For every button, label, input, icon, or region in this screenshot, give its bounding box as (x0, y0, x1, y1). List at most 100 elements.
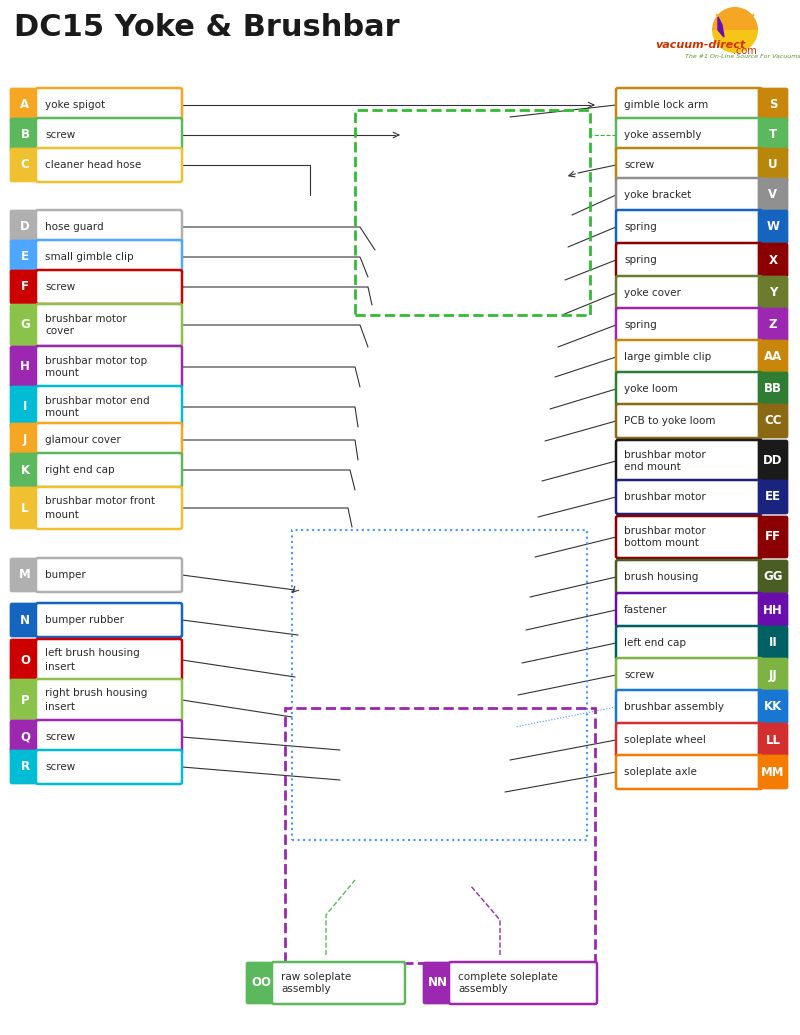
Text: H: H (20, 360, 30, 374)
Text: brushbar motor end: brushbar motor end (45, 395, 150, 406)
Bar (292, 530, 587, 840)
FancyBboxPatch shape (36, 148, 182, 182)
FancyBboxPatch shape (36, 270, 182, 304)
Text: N: N (20, 614, 30, 626)
Text: small gimble clip: small gimble clip (45, 252, 134, 262)
Text: right brush housing: right brush housing (45, 688, 147, 699)
Text: HH: HH (763, 603, 783, 617)
Text: JJ: JJ (769, 669, 778, 681)
Text: brushbar motor front: brushbar motor front (45, 497, 155, 506)
FancyBboxPatch shape (10, 487, 40, 529)
Text: I: I (23, 401, 27, 414)
Text: spring: spring (624, 320, 657, 330)
Text: brushbar motor: brushbar motor (624, 449, 706, 460)
Text: soleplate wheel: soleplate wheel (624, 735, 706, 745)
FancyBboxPatch shape (10, 558, 40, 592)
Text: DD: DD (763, 454, 782, 468)
Text: DC15 Yoke & Brushbar: DC15 Yoke & Brushbar (14, 13, 400, 42)
FancyBboxPatch shape (616, 755, 762, 789)
FancyBboxPatch shape (616, 210, 762, 244)
Text: F: F (21, 280, 29, 294)
FancyBboxPatch shape (616, 243, 762, 277)
FancyBboxPatch shape (10, 720, 40, 755)
Text: yoke bracket: yoke bracket (624, 190, 691, 200)
Text: M: M (19, 568, 31, 582)
FancyBboxPatch shape (758, 516, 788, 558)
Text: left end cap: left end cap (624, 638, 686, 648)
FancyBboxPatch shape (616, 560, 762, 594)
FancyBboxPatch shape (758, 148, 788, 182)
Text: screw: screw (624, 160, 654, 170)
Text: FF: FF (765, 531, 781, 543)
Text: insert: insert (45, 702, 75, 711)
FancyBboxPatch shape (272, 962, 405, 1004)
Text: The #1 On-Line Source For Vacuums: The #1 On-Line Source For Vacuums (685, 55, 800, 59)
FancyBboxPatch shape (616, 593, 762, 627)
Wedge shape (712, 7, 758, 30)
FancyBboxPatch shape (758, 308, 788, 342)
Text: mount: mount (45, 509, 79, 520)
FancyBboxPatch shape (758, 178, 788, 212)
Text: brushbar motor top: brushbar motor top (45, 355, 147, 365)
Text: bumper rubber: bumper rubber (45, 615, 124, 625)
FancyBboxPatch shape (36, 679, 182, 721)
FancyBboxPatch shape (36, 639, 182, 681)
FancyBboxPatch shape (36, 720, 182, 755)
Text: L: L (22, 502, 29, 514)
FancyBboxPatch shape (758, 480, 788, 514)
FancyBboxPatch shape (758, 88, 788, 122)
Text: W: W (766, 220, 779, 234)
Text: C: C (21, 158, 30, 172)
Text: raw soleplate: raw soleplate (281, 972, 351, 981)
FancyBboxPatch shape (616, 148, 762, 182)
FancyBboxPatch shape (758, 690, 788, 724)
Text: brush housing: brush housing (624, 572, 698, 582)
FancyBboxPatch shape (616, 480, 762, 514)
FancyBboxPatch shape (616, 404, 762, 438)
Text: B: B (21, 128, 30, 142)
Text: complete soleplate: complete soleplate (458, 972, 558, 981)
Text: yoke spigot: yoke spigot (45, 100, 105, 110)
FancyBboxPatch shape (758, 723, 788, 757)
Text: A: A (21, 98, 30, 112)
Polygon shape (718, 17, 724, 37)
Text: D: D (20, 220, 30, 234)
FancyBboxPatch shape (616, 516, 762, 558)
Text: mount: mount (45, 368, 79, 379)
Text: KK: KK (764, 701, 782, 713)
FancyBboxPatch shape (36, 88, 182, 122)
FancyBboxPatch shape (758, 404, 788, 438)
FancyBboxPatch shape (10, 240, 40, 274)
FancyBboxPatch shape (758, 593, 788, 627)
FancyBboxPatch shape (616, 658, 762, 692)
Text: yoke cover: yoke cover (624, 288, 681, 298)
FancyBboxPatch shape (36, 423, 182, 457)
Text: assembly: assembly (458, 984, 508, 995)
Text: U: U (768, 158, 778, 172)
Text: screw: screw (624, 670, 654, 680)
Bar (355, 110, 590, 315)
FancyBboxPatch shape (10, 603, 40, 637)
FancyBboxPatch shape (616, 308, 762, 342)
Text: K: K (21, 464, 30, 476)
FancyBboxPatch shape (758, 755, 788, 789)
Text: G: G (20, 319, 30, 331)
Wedge shape (712, 30, 758, 53)
Text: .com: .com (733, 46, 757, 56)
Text: right end cap: right end cap (45, 465, 114, 475)
FancyBboxPatch shape (616, 690, 762, 724)
FancyBboxPatch shape (758, 560, 788, 594)
FancyBboxPatch shape (758, 440, 788, 482)
FancyBboxPatch shape (616, 341, 762, 374)
FancyBboxPatch shape (10, 210, 40, 244)
FancyBboxPatch shape (36, 558, 182, 592)
FancyBboxPatch shape (36, 487, 182, 529)
Text: hose guard: hose guard (45, 221, 104, 232)
Text: J: J (23, 434, 27, 446)
Text: CC: CC (764, 414, 782, 427)
FancyBboxPatch shape (36, 453, 182, 487)
FancyBboxPatch shape (10, 148, 40, 182)
Text: cleaner head hose: cleaner head hose (45, 160, 142, 170)
Text: insert: insert (45, 661, 75, 672)
Text: mount: mount (45, 409, 79, 418)
